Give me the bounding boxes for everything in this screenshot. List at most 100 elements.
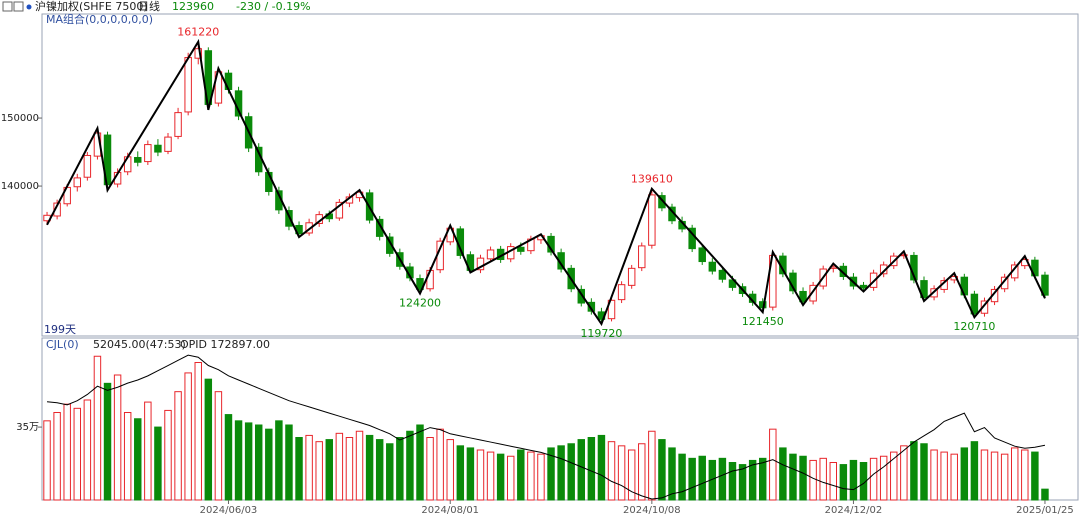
pivot-label: 161220 [177,26,219,39]
volume-bar [607,441,616,501]
volume-bar [446,439,454,501]
candle-body [980,300,989,314]
pivot-label: 119720 [580,327,622,340]
volume-bar [53,412,61,501]
volume-bar [184,372,192,501]
volume-bar [567,443,575,501]
candle-body [174,112,182,137]
volume-bar [204,378,213,501]
volume-bar [1031,451,1039,501]
volume-bar [638,443,646,501]
volume-bar [456,445,465,501]
volume-bar [164,409,172,501]
candle-body [799,290,807,303]
volume-bar [819,457,827,501]
candle-body [577,288,586,304]
volume-bar [254,424,263,501]
candle-body [144,144,152,163]
volume-bar [234,420,243,501]
candle-body [285,210,293,227]
volume-bar [285,424,293,501]
candle-body [154,144,162,153]
x-tick-label: 2024/06/03 [200,505,258,516]
volume-bar [597,434,606,501]
volume-bar [436,428,444,501]
volume-bar [375,439,384,501]
volume-bar [265,428,273,501]
candle-body [859,284,868,289]
volume-bar [698,455,706,501]
volume-bar [849,459,858,501]
volume-bar [194,362,202,501]
volume-bar [920,443,928,501]
volume-bar [678,453,686,501]
volume-bar [154,426,162,501]
volume-bar [809,459,817,501]
icon[interactable] [13,1,24,12]
y-tick-label: 150000 [1,113,39,124]
volume-bar [748,459,757,501]
volume-bar [890,451,898,501]
candle-body [920,280,928,299]
candle-body [718,269,727,280]
volume-bar [355,430,364,501]
volume-bar [537,453,545,501]
volume-bar [970,441,979,501]
volume-bar [174,391,182,501]
volume-bar [769,428,777,501]
zigzag-line [46,38,1046,327]
volume-bar [930,449,938,501]
period: 日线 [138,0,160,13]
toolbar-icons[interactable] [2,1,32,12]
x-tick-label: 2025/01/25 [1016,505,1074,516]
volume-bar [627,449,636,501]
x-tick-label: 2024/08/01 [421,505,479,516]
volume-text: 52045.00(47:53) [93,338,186,351]
volume-bar [426,437,434,501]
days-label: 199天 [44,323,76,336]
x-tick-label: 2024/12/02 [825,505,883,516]
volume-bar [43,420,51,501]
candle-body [53,202,61,217]
volume-indicator: CJL(0) [46,338,79,351]
icon[interactable] [2,1,13,12]
candle-body [698,247,706,263]
oi-text: OPID 172897.00 [180,338,270,351]
candle-body [607,299,616,320]
volume-bar [325,439,334,501]
volume-bar [859,462,868,501]
volume-bar [758,457,767,501]
candle-body [194,48,202,59]
volume-bar [386,443,394,501]
volume-bar [557,445,565,501]
volume-bar [63,403,71,501]
pivot-label: 120710 [953,320,995,333]
volume-bar [577,439,586,501]
volume-bar [517,449,525,501]
symbol: 沪镍加权(SHFE 7500) [35,0,148,13]
volume-bar [345,437,354,501]
candle-body [809,284,817,302]
volume-bar [315,441,323,501]
volume-bar [93,355,102,501]
candle-body [486,249,495,260]
candle-body [476,257,485,271]
volume-bar [960,447,969,501]
candle-body [627,267,636,286]
main-panel [41,13,1079,337]
volume-bar [406,430,414,501]
volume-bar [587,437,596,501]
volume-bar [990,451,999,501]
volume-bar [214,391,223,501]
volume-bar [73,407,82,501]
candle-body [708,261,717,272]
volume-bar [486,451,495,501]
volume-bar [1000,453,1009,501]
candle-body [1041,274,1049,296]
x-tick-label: 2024/10/08 [623,505,681,516]
y-tick-label: 35万 [16,422,39,433]
volume-bar [718,457,727,501]
volume-bar [365,434,374,501]
volume-bar [1041,488,1049,501]
candle-body [83,154,92,178]
